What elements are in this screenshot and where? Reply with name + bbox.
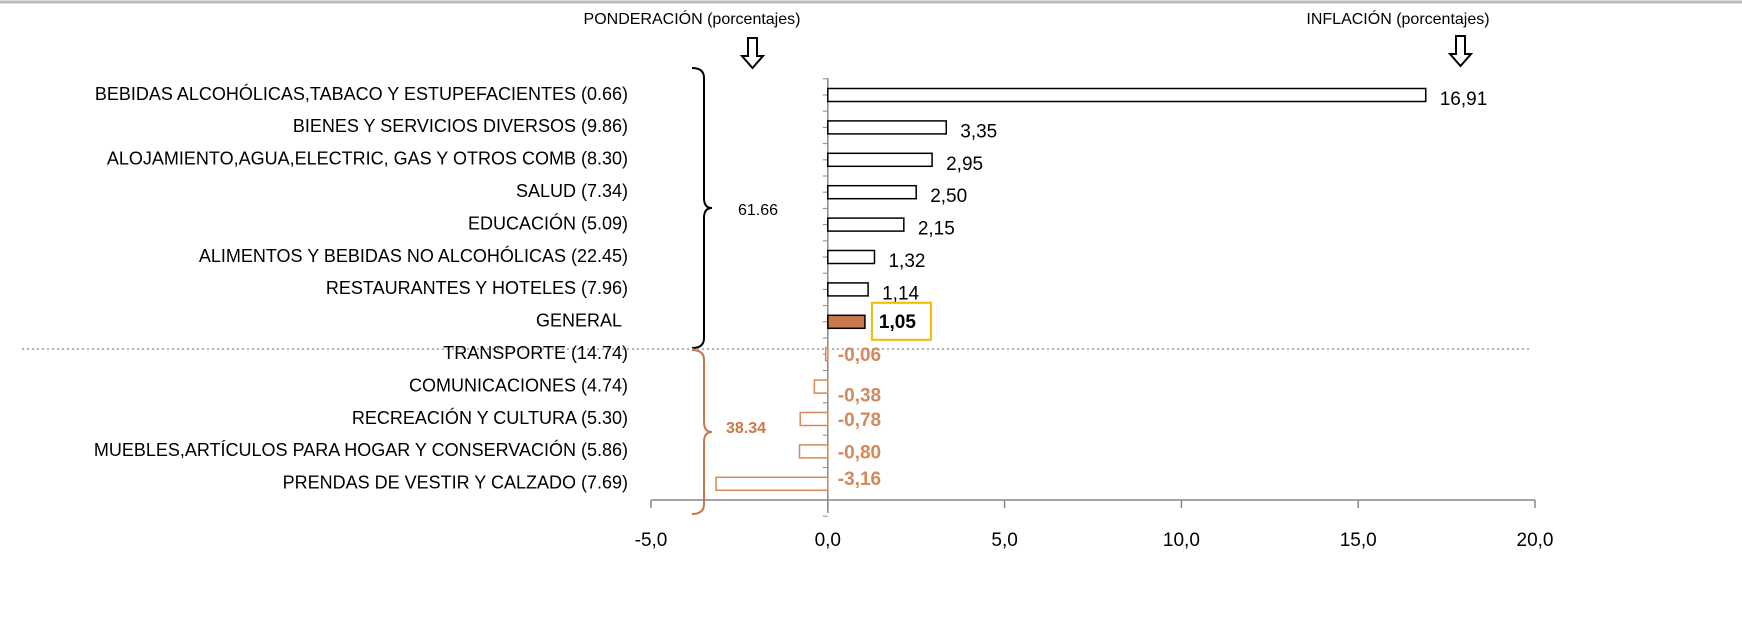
category-label: TRANSPORTE (14.74) [443,343,628,363]
x-tick-label: 0,0 [815,530,841,551]
group-total: 61.66 [738,202,778,219]
bar [827,184,917,200]
x-tick-label: 15,0 [1340,530,1377,551]
x-tick-label: 20,0 [1517,530,1554,551]
x-tick-label: -5,0 [635,530,668,551]
bar [827,217,905,232]
bar [715,476,829,492]
value-label: 1,05 [879,312,916,333]
category-label: ALIMENTOS Y BEBIDAS NO ALCOHÓLICAS (22.4… [199,245,628,266]
category-label: COMUNICACIONES (4.74) [409,375,628,395]
value-label: -0,78 [838,410,881,431]
category-label: EDUCACIÓN (5.09) [468,212,628,233]
category-label: BIENES Y SERVICIOS DIVERSOS (9.86) [293,116,628,136]
value-label: 3,35 [960,121,997,142]
arrow [1447,35,1474,68]
x-tick-label: 10,0 [1163,530,1200,551]
bracket [691,67,713,349]
category-label: BEBIDAS ALCOHÓLICAS,TABACO Y ESTUPEFACIE… [95,83,628,104]
category-label: RESTAURANTES Y HOTELES (7.96) [326,278,628,298]
weight-header: PONDERACIÓN (porcentajes) [584,9,801,28]
value-label: 2,15 [918,219,955,240]
value-label: -3,16 [838,469,881,490]
highlight-box [870,301,932,341]
x-tick-label: 5,0 [991,530,1017,551]
bar [824,346,829,362]
value-label: -0,06 [838,345,881,366]
category-label: PRENDAS DE VESTIR Y CALZADO (7.69) [283,473,628,493]
bar [827,282,869,297]
bar [813,379,829,394]
value-label: -0,38 [838,386,881,407]
value-label: 16,91 [1440,89,1488,110]
value-label: 2,50 [930,186,967,207]
category-label: RECREACIÓN Y CULTURA (5.30) [352,407,628,428]
arrow [739,37,766,70]
group-total: 38.34 [726,420,766,437]
bar [827,152,933,168]
value-label: 1,32 [888,251,925,272]
value-label: 1,14 [882,283,919,304]
bar [827,314,866,330]
bar [798,444,829,459]
bar [827,249,876,265]
bar [799,411,829,427]
value-label: -0,80 [838,442,881,463]
value-label: 2,95 [946,154,983,175]
category-label: MUEBLES,ARTÍCULOS PARA HOGAR Y CONSERVAC… [94,439,628,460]
category-label: SALUD (7.34) [516,181,628,201]
bar [827,120,948,135]
category-label: GENERAL [536,311,622,331]
bar [827,87,1427,103]
category-label: ALOJAMIENTO,AGUA,ELECTRIC, GAS Y OTROS C… [107,149,628,169]
inflation-header: INFLACIÓN (porcentajes) [1306,9,1489,28]
bracket [691,349,713,515]
